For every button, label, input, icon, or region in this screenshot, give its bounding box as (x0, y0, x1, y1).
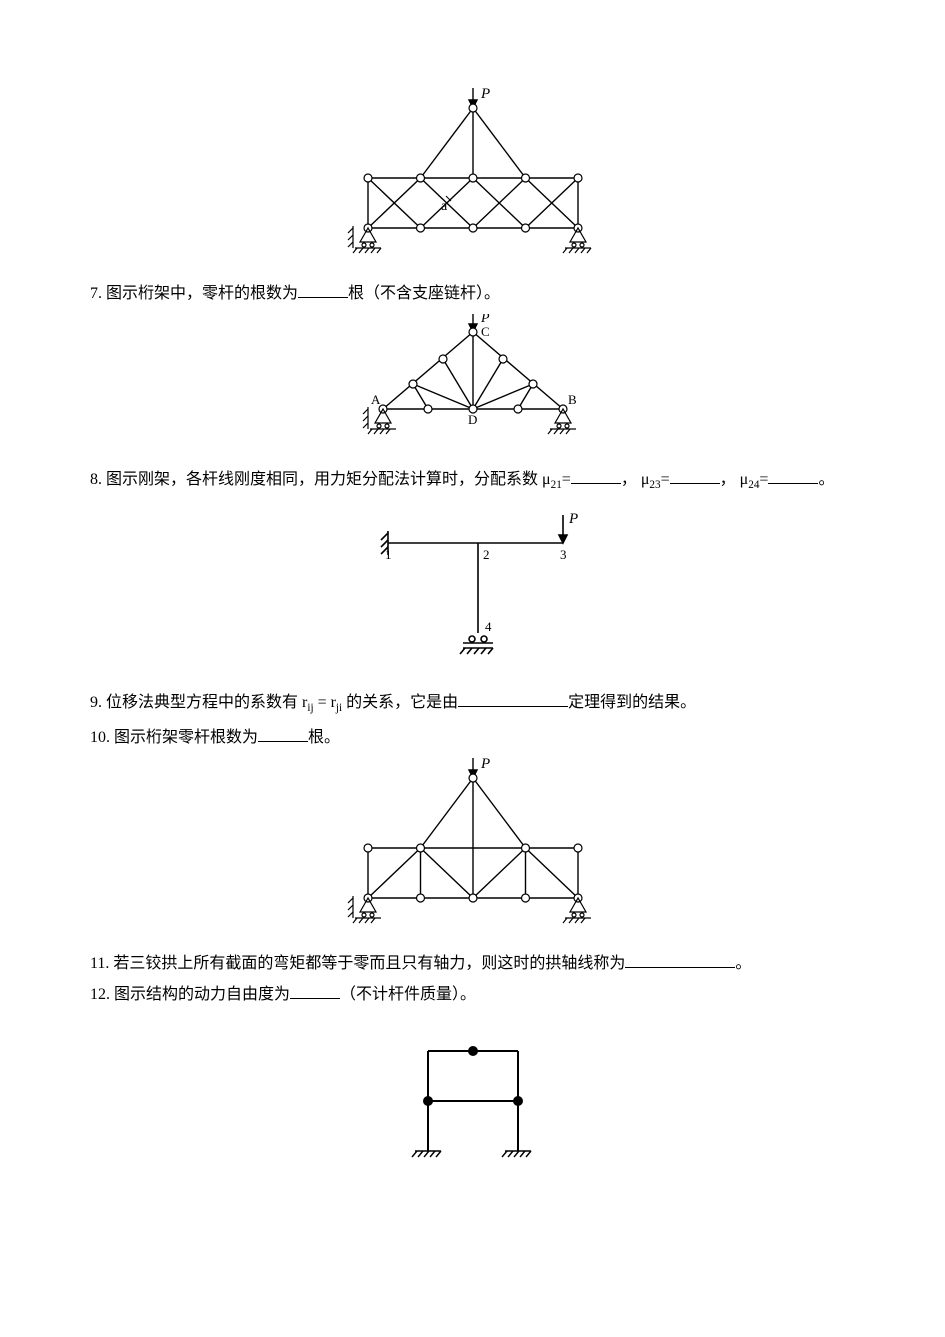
load-label: P (480, 758, 490, 772)
q11-suffix: 。 (735, 955, 751, 972)
q8-sub3: 24 (748, 479, 759, 491)
truss-svg-7: P C A B D (358, 314, 588, 444)
figure-q12 (90, 1016, 855, 1180)
q8-mid2: ， μ (720, 471, 749, 488)
q12-prefix: 12. 图示结构的动力自由度为 (90, 986, 290, 1003)
question-12: 12. 图示结构的动力自由度为 （不计杆件质量）。 (90, 982, 855, 1008)
question-11: 11. 若三铰拱上所有截面的弯矩都等于零而且只有轴力，则这时的拱轴线称为 。 (90, 951, 855, 977)
load-label: P (568, 511, 578, 527)
label-2: 2 (483, 547, 490, 562)
q8-sub2: 23 (649, 479, 660, 491)
load-label: P (480, 88, 490, 102)
figure-q8: P 1 2 3 4 (90, 503, 855, 677)
q7-prefix: 7. 图示桁架中，零杆的根数为 (90, 285, 298, 302)
q9-suffix: 定理得到的结果。 (568, 694, 696, 711)
question-9: 9. 位移法典型方程中的系数有 rij = rji 的关系，它是由定理得到的结果… (90, 690, 855, 718)
figure-q7: P C A B D (90, 314, 855, 453)
label-3: 3 (560, 547, 567, 562)
question-10: 10. 图示桁架零杆根数为 根。 (90, 725, 855, 751)
q9-mid2: 的关系，它是由 (342, 694, 458, 711)
label-A: A (371, 392, 381, 407)
q8-blank3 (768, 467, 818, 484)
annotation-a: a (441, 199, 448, 214)
document-page: P a 7. 图示桁架中，零杆的根数为 根（不含支座链杆）。 (0, 0, 945, 1337)
truss-svg-6: P a (343, 88, 603, 258)
frame-svg-8: P 1 2 3 4 (363, 503, 583, 668)
q12-suffix: （不计杆件质量）。 (340, 986, 476, 1003)
q8-blank1 (571, 467, 621, 484)
label-D: D (468, 412, 477, 427)
q8-eq1: = (562, 471, 571, 488)
figure-q10: P (90, 758, 855, 937)
q9-blank (458, 690, 568, 707)
q8-blank2 (670, 467, 720, 484)
q12-blank (290, 982, 340, 999)
q8-mid1: ， μ (621, 471, 650, 488)
truss-svg-10: P (343, 758, 603, 928)
q9-mid: = r (314, 694, 336, 711)
question-8: 8. 图示刚架，各杆线刚度相同，用力矩分配法计算时，分配系数 μ21=， μ23… (90, 467, 855, 495)
q8-tail: 。 (818, 471, 834, 488)
figure-q6: P a (90, 88, 855, 267)
label-B: B (568, 392, 577, 407)
q8-eq2: = (661, 471, 670, 488)
q8-prefix: 8. 图示刚架，各杆线刚度相同，用力矩分配法计算时，分配系数 μ (90, 471, 551, 488)
frame-svg-12 (373, 1016, 573, 1171)
question-7: 7. 图示桁架中，零杆的根数为 根（不含支座链杆）。 (90, 281, 855, 307)
q8-eq3: = (759, 471, 768, 488)
q9-prefix: 9. 位移法典型方程中的系数有 r (90, 694, 307, 711)
q11-prefix: 11. 若三铰拱上所有截面的弯矩都等于零而且只有轴力，则这时的拱轴线称为 (90, 955, 625, 972)
label-4: 4 (485, 619, 492, 634)
q11-blank (625, 951, 735, 968)
q7-blank (298, 281, 348, 298)
q10-blank (258, 725, 308, 742)
label-1: 1 (385, 547, 392, 562)
q10-prefix: 10. 图示桁架零杆根数为 (90, 729, 258, 746)
q10-suffix: 根。 (308, 729, 340, 746)
label-C: C (481, 324, 490, 339)
q7-suffix: 根（不含支座链杆）。 (348, 285, 500, 302)
q8-sub1: 21 (551, 479, 562, 491)
